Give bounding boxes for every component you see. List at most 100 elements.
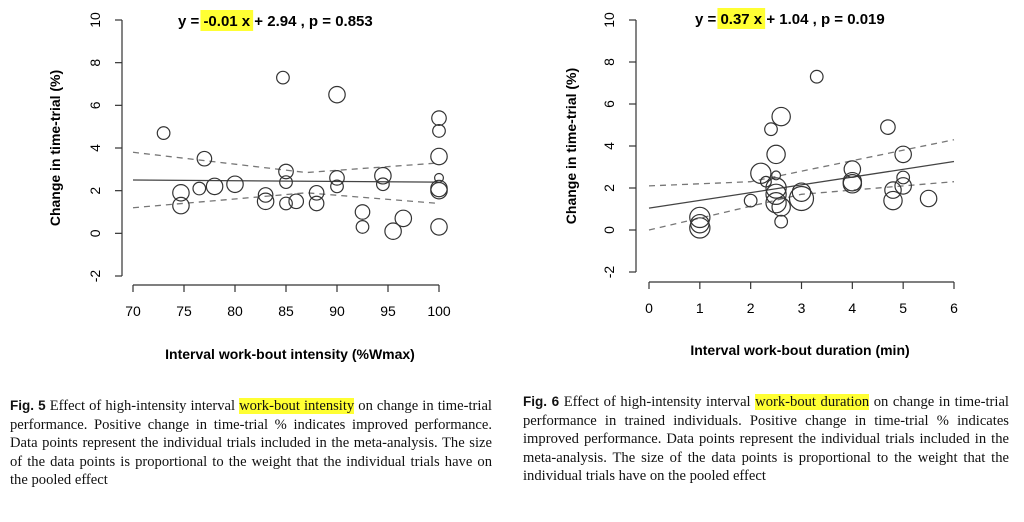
data-point bbox=[743, 193, 758, 208]
x-tick-label: 4 bbox=[848, 300, 856, 316]
data-point bbox=[278, 163, 294, 180]
x-tick-label: 6 bbox=[950, 300, 958, 316]
data-point bbox=[689, 217, 711, 239]
y-tick-label: 10 bbox=[601, 12, 617, 28]
data-point bbox=[156, 126, 171, 140]
ci-lower-line bbox=[132, 192, 440, 209]
data-point bbox=[374, 166, 392, 185]
y-tick-label: -2 bbox=[87, 270, 103, 283]
data-point bbox=[809, 69, 824, 84]
x-tick-label: 95 bbox=[380, 303, 396, 319]
data-point bbox=[896, 170, 911, 185]
data-point bbox=[771, 106, 791, 127]
fig6-caption-text: Effect of high-intensity interval bbox=[559, 394, 756, 410]
x-tick-label: 75 bbox=[176, 303, 192, 319]
fig5-caption-text: Effect of high-intensity interval bbox=[45, 398, 240, 414]
data-point bbox=[384, 222, 402, 240]
y-tick-label: 6 bbox=[601, 100, 617, 108]
data-point bbox=[354, 204, 371, 220]
ci-upper-line bbox=[132, 151, 440, 174]
data-point bbox=[376, 177, 390, 192]
data-point bbox=[257, 187, 274, 203]
y-tick-label: 2 bbox=[87, 187, 103, 195]
x-tick-label: 3 bbox=[798, 300, 806, 316]
fig6-plot: -2 0 2 4 6 8 10 0 1 2 3 4 5 6 Interval work-bout durat… bbox=[563, 8, 958, 358]
equation-prefix: y = bbox=[178, 13, 203, 30]
fig6-label: Fig. 6 bbox=[523, 394, 560, 409]
data-point bbox=[880, 119, 896, 135]
data-point bbox=[276, 70, 290, 85]
y-axis-label: Change in time-trial (%) bbox=[47, 70, 63, 226]
fig6-caption: Fig. 6 Effect of high-intensity interval… bbox=[523, 393, 1009, 486]
y-tick-label: 10 bbox=[87, 12, 103, 28]
data-point bbox=[430, 218, 448, 236]
data-point bbox=[919, 189, 938, 208]
fig5-plot: -2 0 2 4 6 8 10 70 75 80 85 90 95 100 Interval work-bo… bbox=[47, 10, 451, 362]
data-point bbox=[172, 184, 190, 202]
data-point bbox=[842, 174, 863, 194]
x-tick-label: 85 bbox=[278, 303, 294, 319]
equation-slope: -0.01 x bbox=[203, 13, 250, 30]
data-point bbox=[394, 209, 413, 228]
data-point bbox=[771, 197, 791, 217]
y-tick-label: 4 bbox=[87, 144, 103, 152]
y-tick-label: 8 bbox=[601, 58, 617, 66]
regression-equation: y = 0.37 x + 1.04 , p = 0.019 bbox=[695, 11, 885, 28]
data-point bbox=[884, 181, 902, 199]
equation-highlight bbox=[717, 8, 766, 29]
x-tick-label: 5 bbox=[899, 300, 907, 316]
data-point bbox=[894, 177, 912, 195]
y-tick-label: 6 bbox=[87, 101, 103, 109]
data-point bbox=[308, 184, 325, 201]
y-tick-label: 8 bbox=[87, 59, 103, 67]
data-point bbox=[288, 193, 305, 210]
fig5-highlight: work-bout intensity bbox=[239, 398, 355, 414]
data-point bbox=[431, 110, 447, 126]
x-tick-label: 90 bbox=[329, 303, 345, 319]
y-axis-label: Change in time-trial (%) bbox=[563, 68, 579, 224]
x-tick-label: 100 bbox=[427, 303, 451, 319]
data-point bbox=[355, 220, 370, 234]
data-point bbox=[279, 175, 293, 190]
data-point bbox=[330, 179, 344, 194]
data-point bbox=[328, 85, 346, 104]
data-point bbox=[842, 171, 863, 192]
data-point bbox=[894, 145, 912, 164]
data-point bbox=[690, 213, 710, 234]
data-point bbox=[192, 181, 207, 196]
y-tick-label: 0 bbox=[601, 226, 617, 234]
equation-highlight bbox=[200, 10, 254, 31]
equation-slope: 0.37 x bbox=[720, 11, 762, 28]
data-point bbox=[430, 147, 448, 166]
ci-upper-line bbox=[648, 139, 955, 187]
equation-suffix: + 2.94 , p = 0.853 bbox=[250, 13, 373, 30]
x-tick-label: 70 bbox=[125, 303, 141, 319]
y-tick-label: 0 bbox=[87, 229, 103, 237]
data-point bbox=[205, 177, 224, 196]
data-point bbox=[329, 170, 345, 186]
data-point bbox=[308, 195, 325, 212]
y-tick-label: -2 bbox=[601, 266, 617, 279]
data-point bbox=[765, 183, 787, 205]
fig5-caption: Fig. 5 Effect of high-intensity interval… bbox=[10, 397, 492, 490]
fig6-caption-rest: on change in time-trial performance in t… bbox=[523, 394, 1009, 484]
data-point bbox=[771, 170, 782, 181]
data-point bbox=[765, 191, 787, 214]
x-tick-label: 1 bbox=[696, 300, 704, 316]
data-point bbox=[172, 196, 190, 215]
y-tick-label: 2 bbox=[601, 184, 617, 192]
data-point bbox=[430, 181, 448, 200]
data-point bbox=[689, 206, 711, 229]
x-tick-label: 80 bbox=[227, 303, 243, 319]
data-point bbox=[256, 192, 275, 211]
x-tick-label: 2 bbox=[747, 300, 755, 316]
data-point bbox=[764, 122, 778, 137]
regression-equation: y = -0.01 x + 2.94 , p = 0.853 bbox=[178, 13, 373, 30]
x-axis-label: Interval work-bout intensity (%Wmax) bbox=[165, 346, 415, 362]
fig5-label: Fig. 5 bbox=[10, 398, 46, 413]
x-tick-label: 0 bbox=[645, 300, 653, 316]
data-point bbox=[279, 196, 293, 211]
data-point bbox=[788, 185, 815, 212]
data-point bbox=[226, 175, 244, 194]
data-point bbox=[766, 144, 786, 165]
